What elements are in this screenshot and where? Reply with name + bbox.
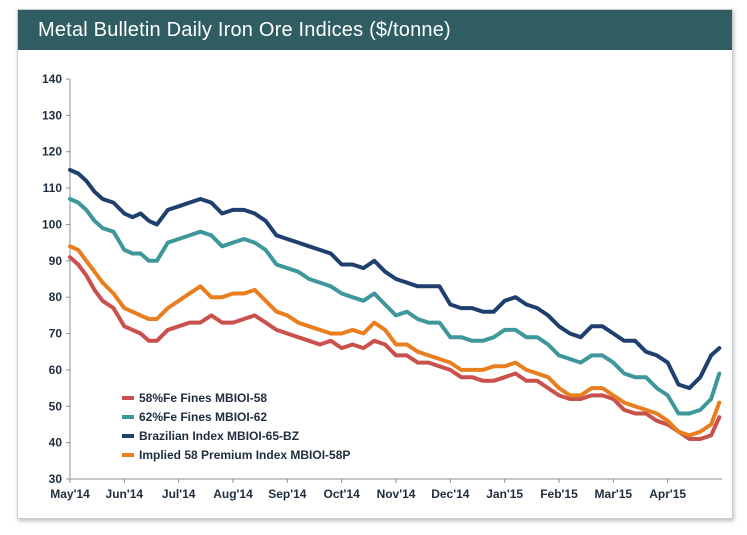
y-tick-label: 60 (49, 363, 63, 377)
legend-label: 58%Fe Fines MBIOI-58 (139, 391, 267, 405)
x-tick-label: Jan'15 (486, 487, 523, 501)
x-tick-label: May'14 (50, 487, 90, 501)
y-tick-label: 140 (42, 72, 62, 86)
x-tick-label: Feb'15 (540, 487, 578, 501)
y-tick-label: 130 (42, 108, 62, 122)
x-tick-label: Nov'14 (377, 487, 416, 501)
x-tick-label: Aug'14 (213, 487, 253, 501)
y-tick-label: 50 (49, 399, 63, 413)
x-tick-label: Sep'14 (268, 487, 307, 501)
chart-frame: Metal Bulletin Daily Iron Ore Indices ($… (17, 9, 733, 519)
x-tick-label: Apr'15 (649, 487, 686, 501)
y-tick-label: 40 (49, 436, 63, 450)
x-tick-label: Mar'15 (595, 487, 633, 501)
x-tick-label: Jun'14 (106, 487, 144, 501)
legend-label: 62%Fe Fines MBIOI-62 (139, 410, 267, 424)
y-tick-label: 30 (49, 472, 63, 486)
y-tick-label: 120 (42, 145, 62, 159)
series-line-1 (68, 255, 722, 441)
y-tick-label: 110 (43, 181, 63, 195)
x-tick-label: Jul'14 (162, 487, 196, 501)
title-bar: Metal Bulletin Daily Iron Ore Indices ($… (18, 10, 732, 50)
series-line-2 (68, 197, 722, 416)
y-tick-label: 100 (42, 217, 62, 231)
x-tick-label: Dec'14 (431, 487, 470, 501)
chart-title: Metal Bulletin Daily Iron Ore Indices ($… (38, 19, 451, 41)
legend-label: Brazilian Index MBIOI-65-BZ (139, 429, 299, 443)
y-tick-label: 80 (49, 290, 63, 304)
y-tick-label: 70 (49, 327, 63, 341)
y-tick-label: 90 (49, 254, 63, 268)
series-line-3 (68, 167, 722, 391)
legend-label: Implied 58 Premium Index MBIOI-58P (139, 448, 350, 462)
x-tick-label: Oct'14 (324, 487, 361, 501)
series-line-4 (68, 244, 722, 438)
